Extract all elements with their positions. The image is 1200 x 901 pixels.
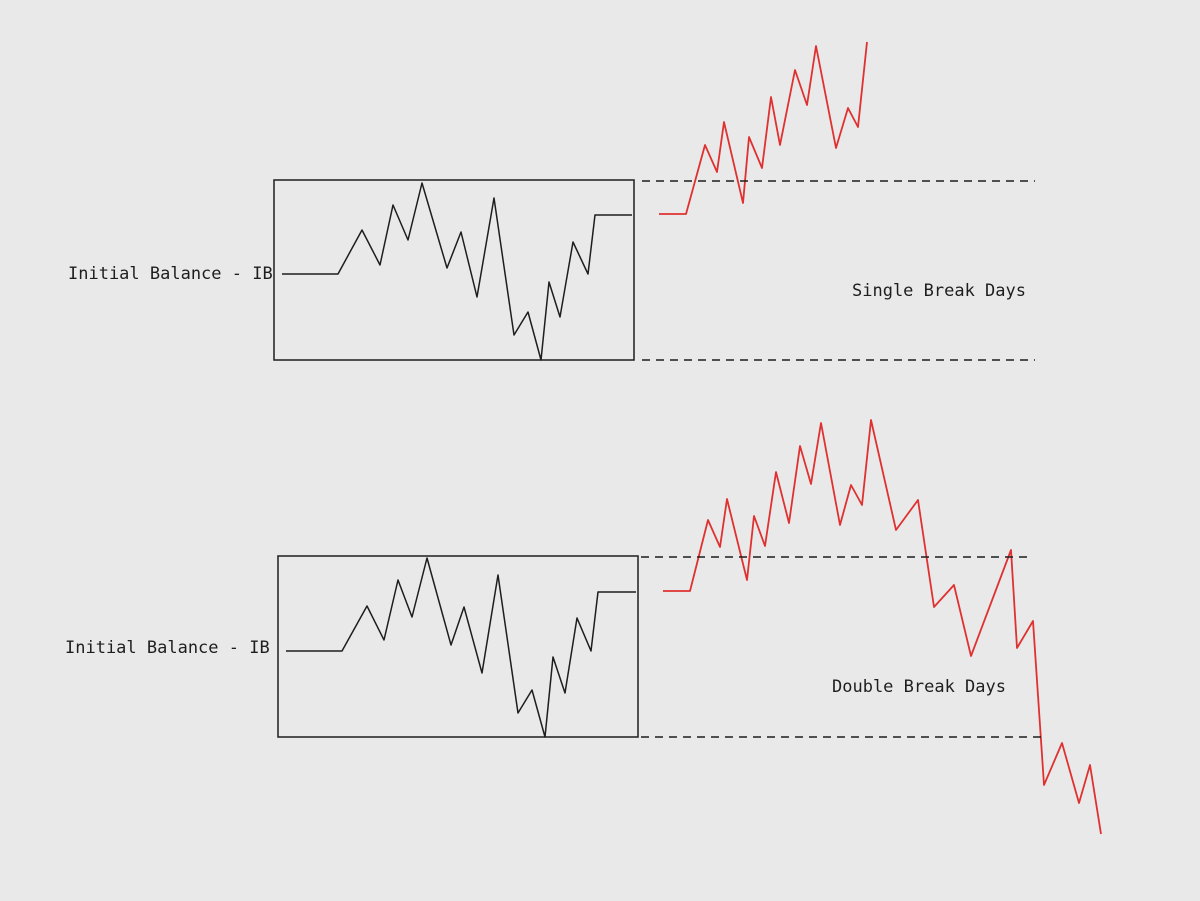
caption: Single Break Days	[852, 281, 1026, 301]
ib-box	[277, 555, 639, 738]
breakout-price-line	[663, 419, 1102, 835]
breakout-price-line	[659, 41, 868, 215]
ib-label: Initial Balance - IB	[65, 638, 270, 658]
ib-box	[273, 179, 635, 361]
ib-price-line	[286, 557, 636, 738]
ib-price-line	[282, 182, 632, 361]
ib-label: Initial Balance - IB	[68, 264, 273, 284]
caption: Double Break Days	[832, 677, 1006, 697]
